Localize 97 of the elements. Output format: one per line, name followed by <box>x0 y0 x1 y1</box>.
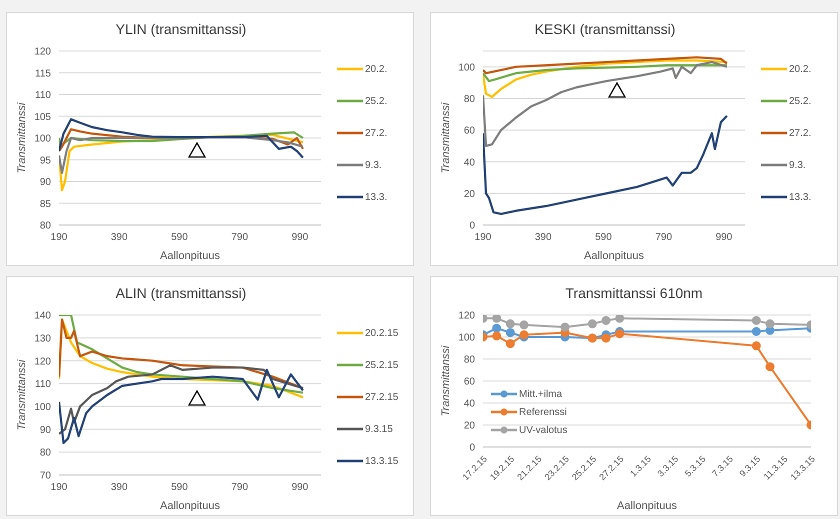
y-tick-label: 80 <box>464 94 476 106</box>
point <box>520 330 528 340</box>
point <box>520 320 528 330</box>
line-series <box>59 364 304 435</box>
x-tick-label: 990 <box>292 482 309 494</box>
legend-label: 27.2.15 <box>365 392 398 402</box>
x-axis-title: Aallonpituus <box>160 250 220 262</box>
y-tick-label: 140 <box>34 310 52 322</box>
y-tick-label: 0 <box>469 220 476 232</box>
legend-label: 9.3. <box>789 160 806 170</box>
legend-label: Mitt.+ilma <box>519 388 562 400</box>
y-tick-label: 20 <box>464 188 476 200</box>
x-tick-label: 990 <box>292 232 309 244</box>
legend-label: 20.2. <box>789 64 812 74</box>
line-series <box>59 368 304 444</box>
y-tick-label: 60 <box>464 376 476 388</box>
y-tick-label: 95 <box>40 155 52 166</box>
y-tick-label: 0 <box>469 442 476 454</box>
y-tick-label: 60 <box>464 126 476 137</box>
y-tick-label: 120 <box>34 46 52 58</box>
point <box>766 319 774 328</box>
y-tick-label: 80 <box>464 354 476 366</box>
y-tick-label: 100 <box>458 332 476 344</box>
line-series <box>59 136 304 174</box>
y-tick-label: 130 <box>34 333 52 344</box>
x-tick-label: 590 <box>171 482 188 494</box>
y-tick-label: 100 <box>458 62 476 74</box>
chart-title: Transmittanssi 610nm <box>564 285 704 301</box>
legend-label: 9.3. <box>365 160 382 170</box>
y-tick-label: 90 <box>40 177 52 188</box>
x-axis-title: Aallonpituus <box>160 500 220 512</box>
point <box>752 327 761 336</box>
x-axis-title: Aallonpituus <box>617 500 678 512</box>
y-axis-title: Transmittanssi <box>16 102 28 174</box>
x-tick-label: 390 <box>534 232 552 244</box>
y-tick-label: 80 <box>40 220 52 232</box>
y-tick-label: 80 <box>40 448 52 459</box>
point <box>506 339 515 348</box>
chart-title: YLIN (transmittanssi) <box>114 21 248 37</box>
line-series <box>483 114 728 216</box>
y-tick-label: 70 <box>40 470 52 482</box>
legend-label: 13.3. <box>365 192 388 202</box>
legend-label: 25.2. <box>365 96 388 106</box>
legend-label: 27.2. <box>365 128 388 138</box>
x-tick-label: 190 <box>474 232 492 244</box>
x-tick-label: 190 <box>50 232 68 244</box>
y-tick-label: 100 <box>34 402 52 413</box>
x-tick-label: 790 <box>655 232 672 244</box>
chart-title: KESKI (transmittanssi) <box>534 21 676 37</box>
legend-label: 9.3.15 <box>365 424 393 434</box>
y-tick-label: 110 <box>35 90 52 102</box>
point <box>492 324 502 333</box>
y-tick-label: 120 <box>458 310 476 322</box>
x-tick-label: 990 <box>716 232 733 244</box>
line-series <box>483 64 728 82</box>
legend-label: UV-valotus <box>519 424 568 436</box>
x-tick-label: 390 <box>110 232 128 244</box>
line-series <box>59 118 304 159</box>
y-tick-label: 90 <box>40 424 52 436</box>
x-tick-label: 590 <box>171 232 188 244</box>
y-axis-title: Transmittanssi <box>440 345 452 416</box>
point <box>752 341 761 350</box>
y-tick-label: 105 <box>34 112 52 123</box>
point <box>506 319 515 328</box>
line-series <box>59 131 304 148</box>
legend-label: 25.2. <box>789 96 812 106</box>
point <box>766 362 774 372</box>
y-axis-title: Transmittanssi <box>16 359 28 430</box>
y-tick-label: 20 <box>464 420 476 432</box>
point <box>492 331 502 340</box>
legend-label: 27.2. <box>789 128 812 138</box>
x-tick-label: 790 <box>231 232 248 244</box>
x-tick-label: 790 <box>231 482 248 494</box>
legend-label: Referenssi <box>519 406 567 418</box>
y-tick-label: 115 <box>35 68 52 80</box>
x-axis-title: Aallonpituus <box>584 250 644 262</box>
point <box>506 328 515 338</box>
legend-label: 20.2.15 <box>365 328 398 338</box>
line-series <box>483 56 728 74</box>
y-tick-label: 40 <box>464 157 476 168</box>
legend-label: 20.2. <box>365 64 388 74</box>
point <box>492 315 502 323</box>
x-tick-label: 190 <box>50 482 68 494</box>
y-tick-label: 85 <box>40 198 52 210</box>
line-series <box>483 59 728 98</box>
y-tick-label: 120 <box>34 356 52 368</box>
y-tick-label: 100 <box>34 134 52 145</box>
x-tick-label: 390 <box>110 482 128 494</box>
x-tick-label: 590 <box>595 232 612 244</box>
y-tick-label: 110 <box>35 379 52 390</box>
chart-title: ALIN (transmittanssi) <box>114 285 248 301</box>
legend-label: 25.2.15 <box>365 360 398 370</box>
y-tick-label: 40 <box>464 398 476 410</box>
point <box>752 316 761 325</box>
line-series <box>483 60 728 148</box>
y-axis-title: Transmittanssi <box>440 102 452 174</box>
legend-label: 13.3. <box>789 192 812 202</box>
